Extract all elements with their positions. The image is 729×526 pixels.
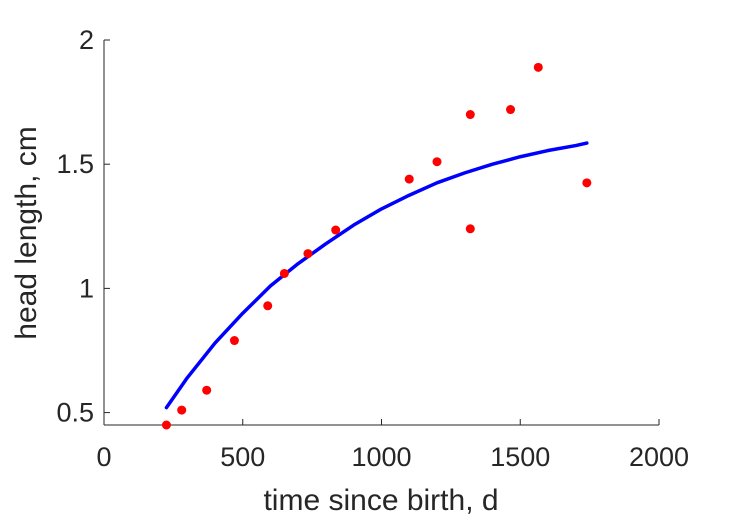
data-point	[229, 336, 239, 346]
x-tick-label: 500	[220, 442, 265, 472]
x-tick-label: 2000	[629, 442, 689, 472]
data-point	[177, 405, 187, 415]
y-tick-label: 2	[79, 25, 94, 55]
data-point	[279, 268, 289, 278]
x-tick-label: 1500	[490, 442, 550, 472]
y-axis-title: head length, cm	[10, 126, 43, 339]
y-tick-label: 0.5	[56, 398, 94, 428]
data-point	[465, 110, 475, 120]
y-tick-label: 1	[79, 273, 94, 303]
axes: 0 500 1000 1500 2000 0.5 1 1.5 2	[56, 25, 689, 472]
data-point	[331, 225, 341, 235]
data-point	[506, 105, 516, 115]
data-point	[404, 174, 414, 184]
data-point	[263, 301, 273, 311]
x-axis-title: time since birth, d	[263, 484, 498, 517]
fit-curve	[164, 141, 589, 410]
data-point	[582, 178, 592, 188]
y-tick-label: 1.5	[56, 149, 94, 179]
data-point	[303, 249, 313, 259]
data-point	[202, 385, 212, 395]
x-tick-label: 1000	[351, 442, 411, 472]
plot-area	[161, 62, 592, 430]
x-tick-label: 0	[96, 442, 111, 472]
data-point	[432, 157, 442, 167]
data-point	[533, 62, 543, 72]
data-point	[465, 224, 475, 234]
data-point	[161, 420, 171, 430]
